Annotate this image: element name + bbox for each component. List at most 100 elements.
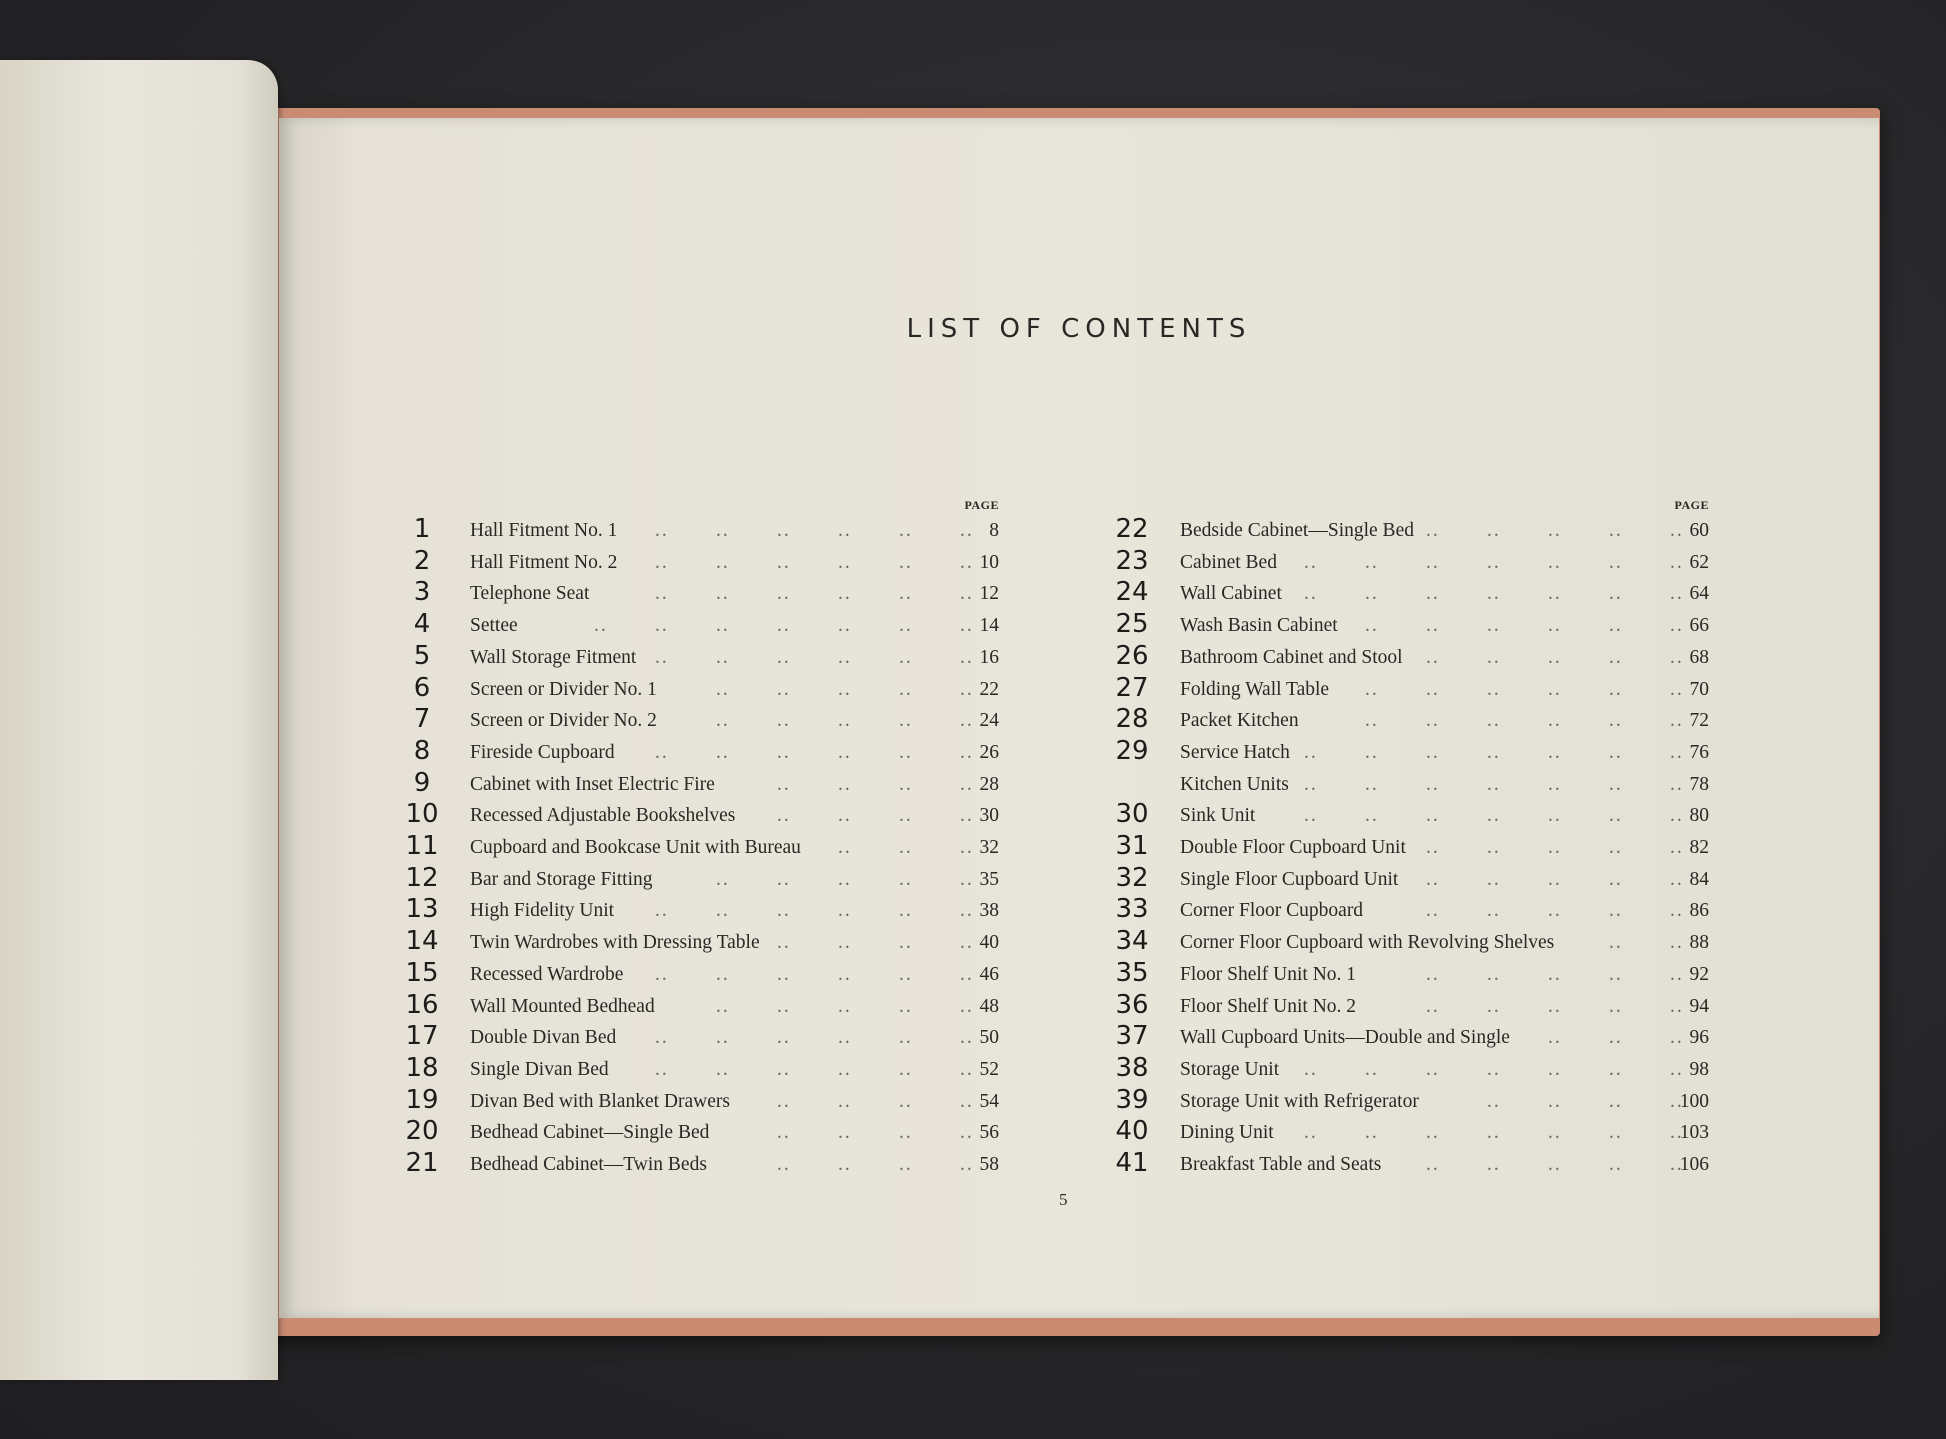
leader-dots: ..	[838, 615, 852, 637]
leader-dots: ..	[1609, 551, 1623, 573]
page-column-header: PAGE	[1674, 498, 1709, 512]
entry-title: Dining Unit	[1180, 1122, 1274, 1144]
leader-dots: ..	[1609, 1122, 1623, 1144]
leader-dots: ..	[1487, 710, 1501, 732]
entry-title: Cabinet with Inset Electric Fire	[470, 773, 715, 795]
leader-dots: ..	[1426, 963, 1440, 985]
leader-dots: ..	[1670, 1122, 1684, 1144]
entry-page: 56	[979, 1122, 1000, 1144]
entry-number: 31	[1115, 831, 1149, 861]
leader-dots: ..	[838, 583, 852, 605]
contents-entry: 21 Bedhead Cabinet—Twin Beds 58........	[399, 1148, 999, 1186]
leader-dots: ..	[1609, 520, 1623, 541]
entry-number: 6	[413, 672, 431, 703]
leader-dots: ..	[1548, 837, 1562, 858]
leader-dots: ..	[1609, 1154, 1623, 1175]
leader-dots: ..	[777, 615, 791, 637]
leader-dots: ..	[960, 1058, 974, 1080]
leader-dots: ..	[1426, 710, 1440, 732]
entry-page: 78	[1689, 773, 1710, 795]
leader-dots: ..	[1670, 741, 1684, 763]
entry-page: 54	[979, 1090, 1000, 1112]
leader-dots: ..	[899, 805, 913, 827]
leader-dots: ..	[1426, 837, 1440, 858]
leader-dots: ..	[1365, 678, 1379, 700]
leader-dots: ..	[1426, 741, 1440, 763]
leader-dots: ..	[777, 646, 791, 668]
entry-title: Hall Fitment No. 2	[470, 551, 618, 573]
leader-dots: ..	[1670, 837, 1684, 858]
leader-dots: ..	[777, 805, 791, 827]
contents-entry: 41 Breakfast Table and Seats 106..........	[1109, 1148, 1709, 1186]
entry-title: Cabinet Bed	[1180, 551, 1277, 573]
contents-entry: 11 Cupboard and Bookcase Unit with Bureau…	[399, 831, 999, 869]
entry-number: 28	[1115, 704, 1149, 735]
entry-title: Storage Unit with Refrigerator	[1180, 1090, 1419, 1112]
leader-dots: ..	[1548, 1122, 1562, 1144]
leader-dots: ..	[960, 1122, 974, 1144]
entry-title: Double Floor Cupboard Unit	[1180, 837, 1406, 858]
leader-dots: ..	[655, 615, 669, 637]
entry-page: 16	[979, 646, 1000, 668]
leader-dots: ..	[1548, 646, 1562, 668]
leader-dots: ..	[838, 646, 852, 668]
leader-dots: ..	[960, 710, 974, 732]
entry-title: Settee	[470, 615, 518, 637]
leader-dots: ..	[1609, 995, 1623, 1017]
entry-number: 8	[413, 735, 431, 766]
leader-dots: ..	[1609, 773, 1623, 795]
leader-dots: ..	[1487, 1122, 1501, 1144]
leader-dots: ..	[1670, 1090, 1684, 1112]
leader-dots: ..	[777, 1027, 791, 1049]
leader-dots: ..	[1487, 837, 1501, 858]
entry-title: Wall Mounted Bedhead	[470, 995, 655, 1017]
entry-page: 68	[1689, 646, 1710, 668]
entry-page: 30	[979, 805, 1000, 827]
leader-dots: ..	[1670, 646, 1684, 668]
leader-dots: ..	[1487, 1058, 1501, 1080]
leader-dots: ..	[655, 900, 669, 922]
leader-dots: ..	[1426, 868, 1440, 890]
leader-dots: ..	[716, 520, 730, 541]
entry-number: 36	[1115, 989, 1149, 1020]
entry-number: 30	[1115, 799, 1149, 830]
entry-title: Corner Floor Cupboard	[1180, 900, 1364, 922]
leader-dots: ..	[1487, 678, 1501, 700]
contents-entry: 13 High Fidelity Unit 38............	[399, 894, 999, 932]
leader-dots: ..	[1487, 900, 1501, 922]
leader-dots: ..	[899, 868, 913, 890]
leader-dots: ..	[594, 615, 608, 637]
entry-number: 29	[1115, 735, 1149, 766]
leader-dots: ..	[777, 710, 791, 732]
leader-dots: ..	[838, 1027, 852, 1049]
entry-page: 60	[1689, 520, 1710, 541]
page-column-header: PAGE	[964, 498, 999, 512]
entry-page: 62	[1689, 551, 1710, 573]
entry-title: High Fidelity Unit	[470, 900, 615, 922]
leader-dots: ..	[838, 710, 852, 732]
entry-title: Floor Shelf Unit No. 2	[1180, 995, 1357, 1017]
entry-number: 24	[1115, 577, 1149, 608]
contents-entry: 32 Single Floor Cupboard Unit 84..........	[1109, 863, 1709, 901]
entry-number: 10	[405, 799, 439, 830]
leader-dots: ..	[1670, 1027, 1684, 1049]
contents-entry: 31 Double Floor Cupboard Unit 82..........	[1109, 831, 1709, 869]
leader-dots: ..	[960, 678, 974, 700]
leader-dots: ..	[1365, 551, 1379, 573]
leader-dots: ..	[960, 615, 974, 637]
leader-dots: ..	[899, 1027, 913, 1049]
leader-dots: ..	[1304, 551, 1318, 573]
entry-number: 40	[1115, 1116, 1149, 1147]
entry-title: Corner Floor Cupboard with Revolving She…	[1180, 932, 1555, 954]
leader-dots: ..	[1548, 741, 1562, 763]
leader-dots: ..	[838, 868, 852, 890]
entry-page: 10	[979, 551, 1000, 573]
leader-dots: ..	[838, 963, 852, 985]
leader-dots: ..	[899, 1058, 913, 1080]
leader-dots: ..	[838, 900, 852, 922]
leader-dots: ..	[777, 741, 791, 763]
contents-entry: 8 Fireside Cupboard 26............	[399, 736, 999, 774]
leader-dots: ..	[899, 551, 913, 573]
entry-number: 2	[413, 545, 431, 576]
leader-dots: ..	[716, 551, 730, 573]
